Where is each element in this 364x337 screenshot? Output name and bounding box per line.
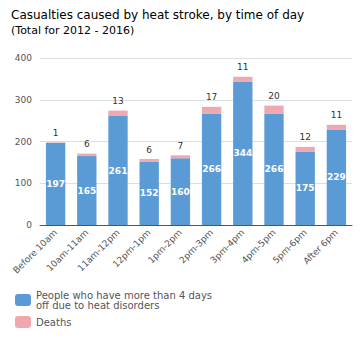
svg-text:10am-11am: 10am-11am [44,227,91,274]
svg-text:152: 152 [140,188,159,198]
svg-text:After 6pm: After 6pm [301,227,340,266]
svg-text:197: 197 [46,179,65,189]
svg-text:12: 12 [299,132,310,142]
svg-text:3pm-4pm: 3pm-4pm [208,227,247,266]
svg-text:6: 6 [84,139,90,149]
svg-text:229: 229 [327,172,346,182]
svg-text:6: 6 [146,145,152,155]
svg-text:7: 7 [178,141,184,151]
svg-text:1: 1 [53,128,59,138]
svg-text:12pm-1pm: 12pm-1pm [111,227,153,269]
svg-text:266: 266 [265,164,284,174]
svg-text:400: 400 [15,53,32,63]
svg-text:165: 165 [77,186,96,196]
svg-text:11am-12pm: 11am-12pm [75,227,122,274]
svg-text:200: 200 [15,137,32,147]
svg-text:261: 261 [109,166,128,176]
svg-text:11: 11 [237,62,248,72]
svg-text:11: 11 [331,110,342,120]
svg-text:People who have more than 4 da: People who have more than 4 days [36,289,213,301]
svg-text:5pm-6pm: 5pm-6pm [270,227,309,266]
svg-text:13: 13 [112,96,123,106]
svg-text:266: 266 [202,164,221,174]
svg-text:(Total for 2012 - 2016): (Total for 2012 - 2016) [11,24,134,37]
svg-text:175: 175 [296,183,315,193]
svg-text:Deaths: Deaths [36,317,71,328]
svg-text:20: 20 [268,91,280,101]
svg-text:2pm-3pm: 2pm-3pm [177,227,216,266]
svg-text:off due to heat disorders: off due to heat disorders [36,300,159,311]
svg-text:Before 10am: Before 10am [11,227,60,276]
svg-text:Casualties caused by heat stro: Casualties caused by heat stroke, by tim… [11,8,304,22]
svg-text:17: 17 [206,92,217,102]
svg-text:344: 344 [233,148,252,158]
svg-text:0: 0 [26,220,32,230]
svg-text:300: 300 [15,95,32,105]
svg-text:1pm-2pm: 1pm-2pm [146,227,184,266]
svg-text:4pm-5pm: 4pm-5pm [239,227,278,266]
svg-text:100: 100 [15,178,32,188]
svg-text:160: 160 [171,187,190,197]
